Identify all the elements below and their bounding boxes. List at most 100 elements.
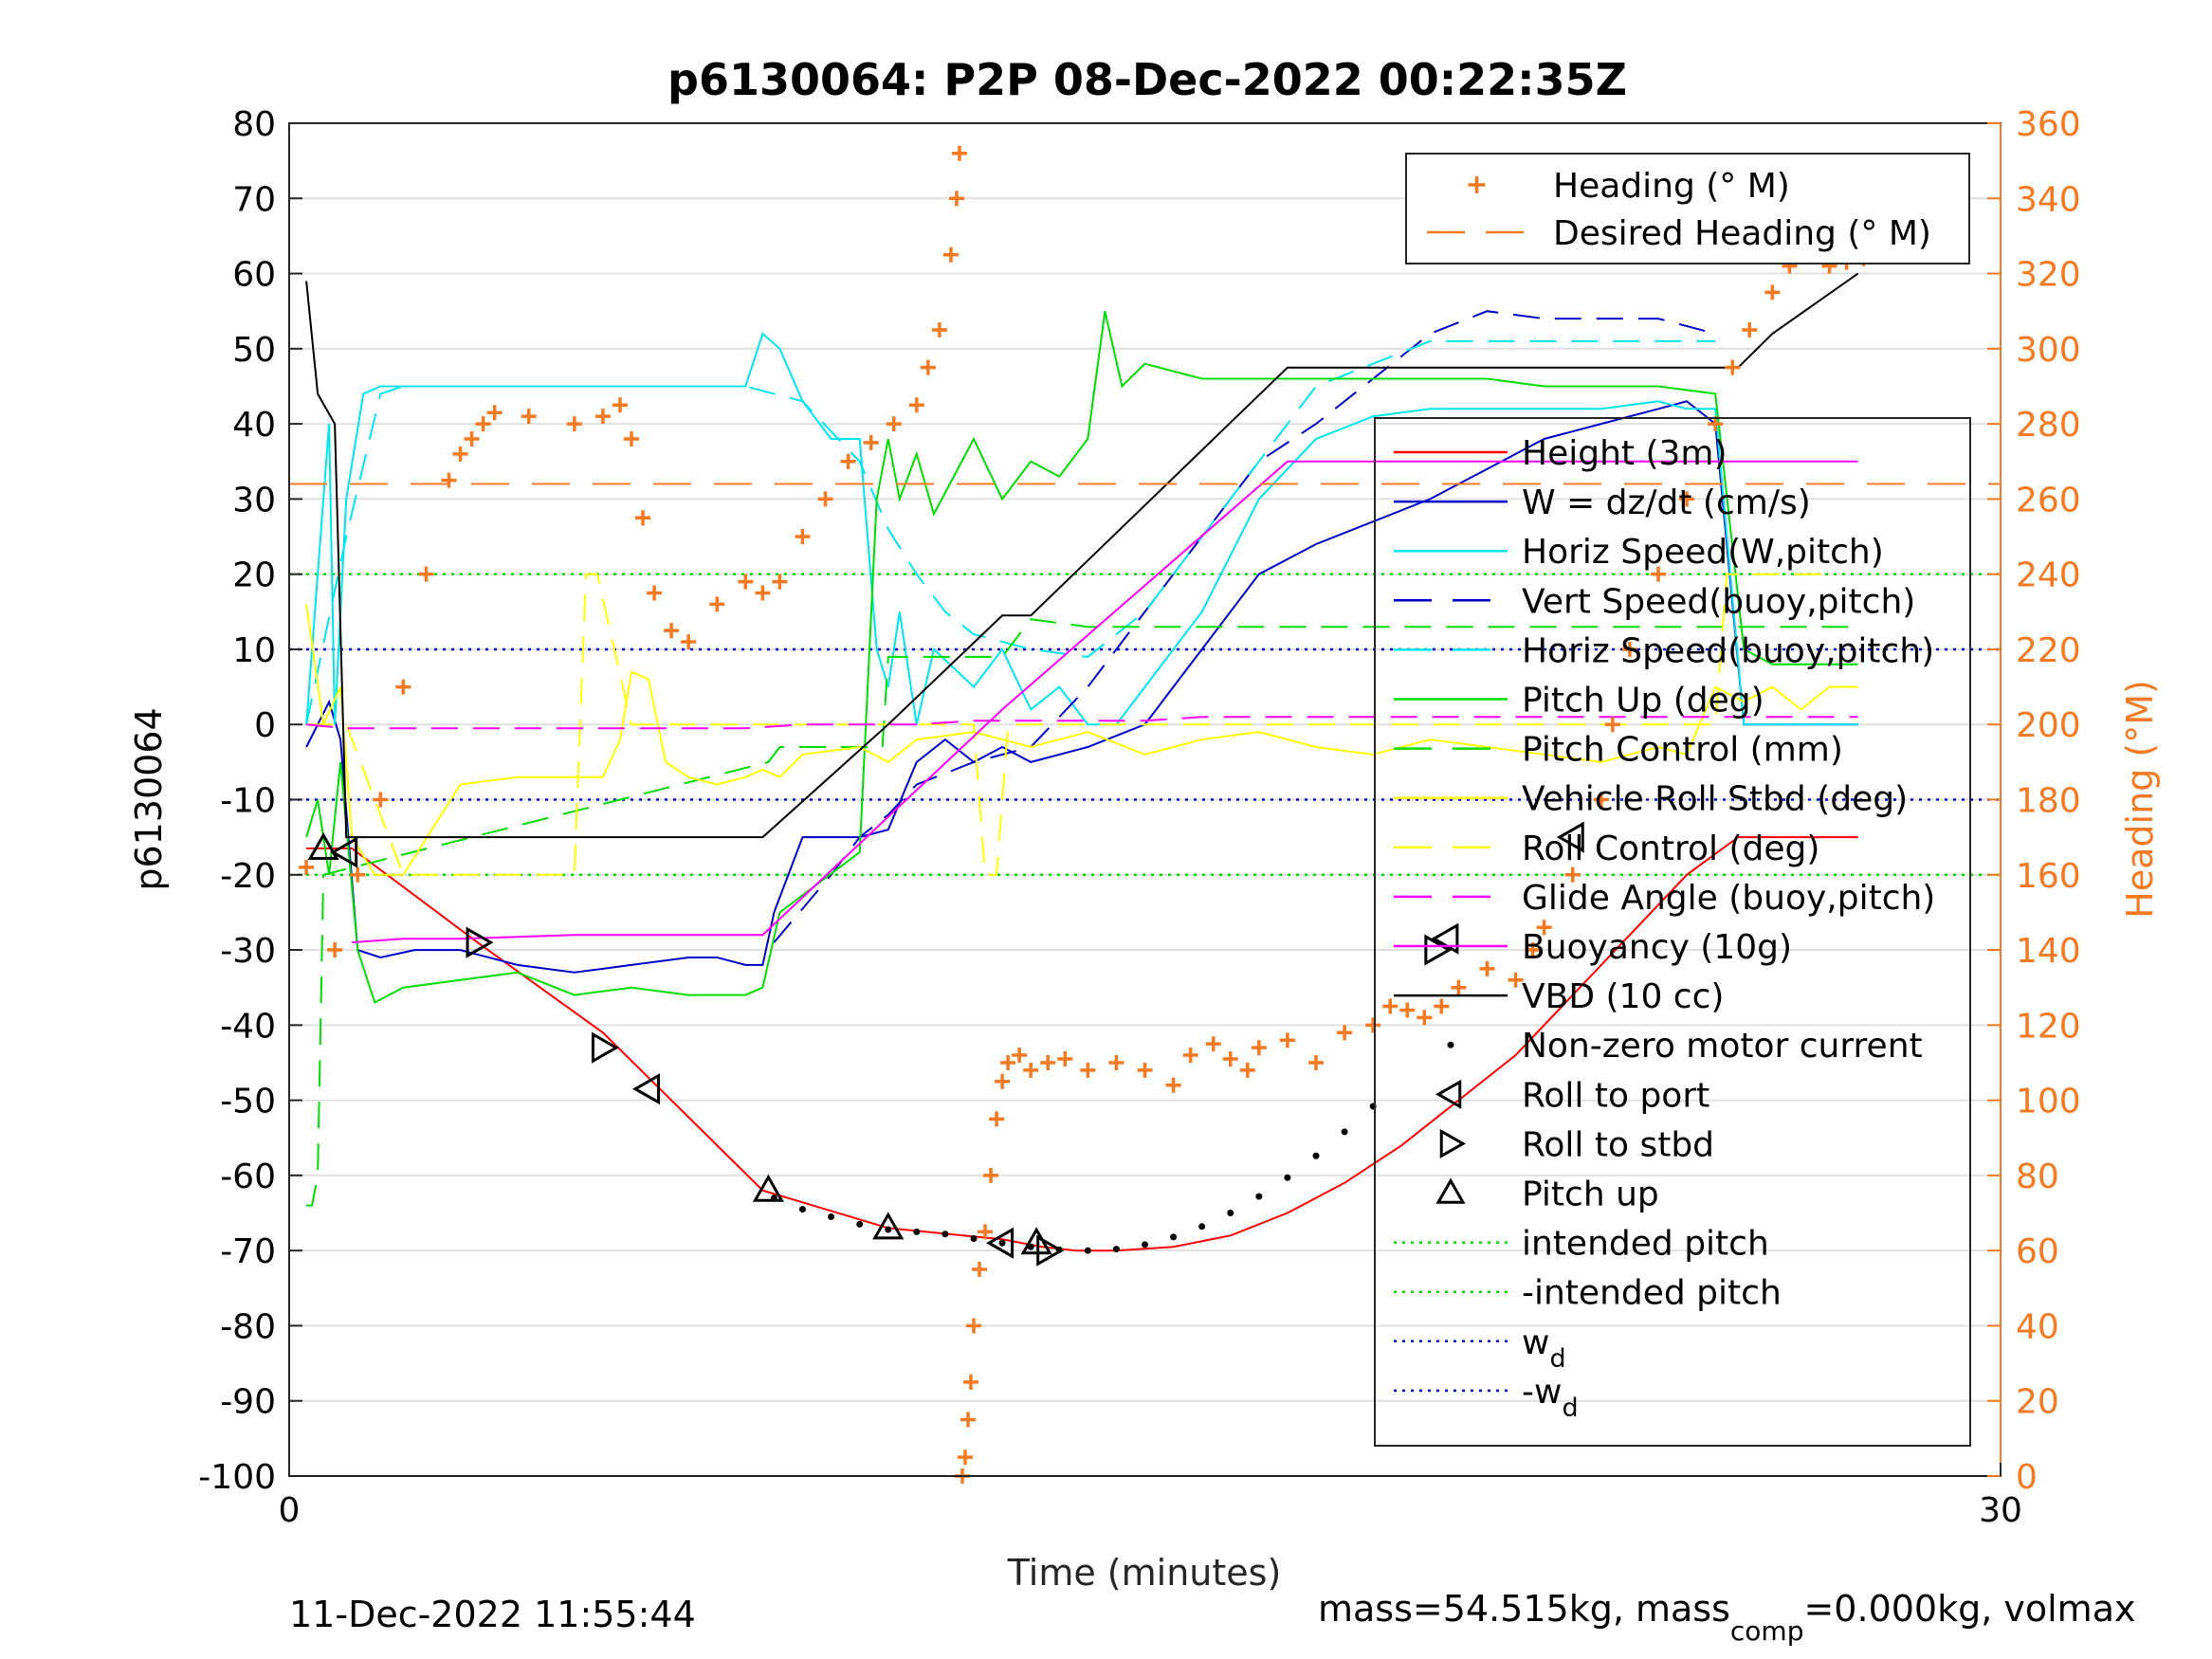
roll-to-port-marker (1556, 821, 1584, 853)
y-right-tick-label: 200 (2016, 706, 2081, 745)
heading-point (441, 472, 457, 488)
roll-to-stbd-marker (1036, 1234, 1065, 1267)
legend-entry-text: Vert Speed(buoy,pitch) (1522, 582, 1915, 621)
y-right-tick-label: 300 (2016, 331, 2081, 370)
heading-point (1251, 1040, 1267, 1056)
heading-point (960, 1412, 976, 1428)
footer-mass-subscript: comp (1730, 1615, 1804, 1647)
motor-current-point (1142, 1241, 1148, 1249)
heading-point (1479, 960, 1495, 976)
pitch-up-marker (752, 1174, 784, 1202)
y-right-tick-label: 100 (2016, 1083, 2081, 1121)
y-tick-label: -20 (220, 857, 276, 896)
footer-mass: mass=54.515kg, masscomp=0.000kg, volmax (1318, 1588, 2135, 1647)
legend-swatch (1468, 176, 1486, 193)
heading-point (1382, 998, 1398, 1014)
legend-entry-text: Vehicle Roll Stbd (deg) (1522, 780, 1908, 819)
legend-entry-label: Non-zero motor current (1522, 1027, 1923, 1066)
legend-entry-text: w (1522, 1323, 1549, 1362)
legend-entry-label: Roll to stbd (1522, 1125, 1714, 1164)
heading-point (1365, 1017, 1381, 1033)
footer-timestamp: 11-Dec-2022 11:55:44 (289, 1594, 696, 1635)
legend-entry-text: Pitch Up (deg) (1522, 682, 1764, 720)
heading-point (920, 359, 936, 375)
legend-entry-label: VBD (10 cc) (1522, 977, 1724, 1016)
roll-to-stbd-marker (591, 1031, 619, 1064)
heading-point (1725, 359, 1741, 375)
motor-current-point (856, 1220, 864, 1228)
heading-point (957, 1449, 973, 1466)
legend-entry-label: -wd (1522, 1373, 1579, 1423)
legend-entry-label: Pitch Up (deg) (1522, 682, 1764, 720)
heading-point (1012, 1048, 1028, 1064)
series-line (305, 310, 1858, 1004)
legend-entry-subscript: d (1549, 1344, 1565, 1374)
legend-swatch (1447, 1041, 1454, 1048)
heading-point (1279, 1032, 1295, 1048)
heading-point (1080, 1062, 1096, 1078)
motor-current-point (1255, 1193, 1263, 1200)
heading-point (962, 1374, 978, 1390)
y-tick-label: -50 (220, 1083, 276, 1121)
y-right-tick-label: 220 (2016, 631, 2081, 670)
y-right-tick-label: 180 (2016, 782, 2081, 821)
heading-point (817, 491, 833, 507)
series-line (305, 272, 1859, 839)
heading-point (863, 434, 879, 450)
series-line (306, 836, 1858, 1252)
heading-point (840, 453, 856, 469)
y-tick-label: -80 (220, 1307, 276, 1346)
y-tick-label: 70 (232, 180, 276, 219)
heading-point (452, 446, 468, 462)
heading-point (1165, 1077, 1181, 1093)
heading-point (521, 409, 537, 425)
legend-entry-text: Buoyancy (10g) (1522, 928, 1792, 967)
y-right-tick-label: 240 (2016, 556, 2081, 595)
motor-current-point (1341, 1128, 1348, 1136)
heading-point (1417, 1010, 1433, 1026)
heading-point (951, 145, 967, 161)
heading-point (755, 585, 771, 601)
legend-entry-label: W = dz/dt (cm/s) (1522, 483, 1811, 522)
heading-point (1239, 1062, 1255, 1078)
roll-to-port-marker (986, 1227, 1015, 1259)
motor-current-point (1198, 1223, 1206, 1231)
series-line (305, 339, 1716, 725)
heading-point (942, 246, 959, 263)
motor-current-point (828, 1212, 835, 1220)
motor-current-point (1284, 1174, 1291, 1181)
legend-entry-label: Vert Speed(buoy,pitch) (1522, 582, 1915, 621)
heading-point (1057, 1051, 1073, 1067)
legend-entry-label: Pitch up (1522, 1176, 1659, 1214)
y-right-tick-label: 340 (2016, 180, 2081, 219)
y-tick-label: -30 (220, 932, 276, 971)
legend-entry-text: VBD (10 cc) (1522, 977, 1724, 1016)
heading-point (327, 942, 343, 958)
heading-point (1764, 284, 1781, 301)
y-tick-label: 30 (232, 481, 276, 520)
y-axis-right-label: Heading (°M) (2119, 680, 2161, 919)
y-right-tick-label: 280 (2016, 406, 2081, 445)
y-right-tick-label: 140 (2016, 932, 2081, 971)
heading-point (647, 585, 663, 601)
heading-point (1182, 1048, 1198, 1064)
series-line (352, 460, 1858, 944)
y-tick-label: 50 (232, 331, 276, 370)
motor-current-point (913, 1228, 921, 1235)
legend-entry-text: Height (3m) (1522, 434, 1728, 473)
motor-current-point (1112, 1246, 1120, 1253)
heading-point (948, 191, 964, 207)
motor-current-point (970, 1234, 978, 1242)
roll-to-stbd-marker (466, 926, 494, 958)
heading-point (931, 322, 947, 338)
motor-current-point (885, 1226, 892, 1233)
heading-point (972, 1261, 988, 1277)
heading-point (475, 416, 491, 432)
heading-point (1604, 717, 1620, 733)
legend-entry-text: Pitch up (1522, 1176, 1659, 1214)
heading-point (978, 1224, 994, 1240)
y-tick-label: 10 (232, 631, 276, 670)
series-line (305, 604, 1858, 876)
x-axis-ticks: 0 30 (279, 1463, 2022, 1530)
y-right-tick-label: 320 (2016, 256, 2081, 295)
